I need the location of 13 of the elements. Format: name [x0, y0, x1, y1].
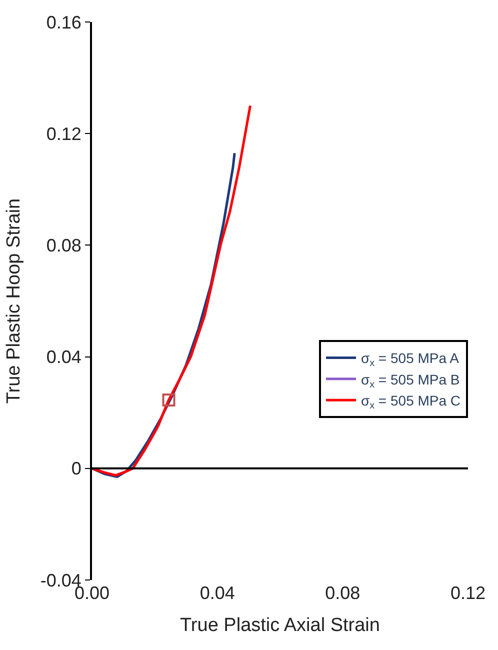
legend-label: σ$_{x}$ = 505 MPa C — [361, 392, 461, 412]
legend-label: σ$_{x}$ = 505 MPa A — [361, 350, 460, 370]
x-axis-title: True Plastic Axial Strain — [180, 614, 380, 636]
y-axis-title: True Plastic Hoop Strain — [4, 198, 25, 404]
x-tick-label: 0.04 — [200, 583, 235, 603]
x-tick-label: 0.12 — [450, 583, 486, 603]
y-tick-label: 0.12 — [46, 124, 82, 144]
y-tick-label: 0.16 — [46, 12, 82, 32]
x-tick-label: 0.08 — [325, 583, 360, 603]
legend-label: σ$_{x}$ = 505 MPa B — [361, 371, 460, 390]
y-tick-label: 0.08 — [46, 236, 82, 256]
y-tick-label: 0 — [71, 458, 82, 479]
y-tick-label: 0.04 — [46, 347, 82, 368]
